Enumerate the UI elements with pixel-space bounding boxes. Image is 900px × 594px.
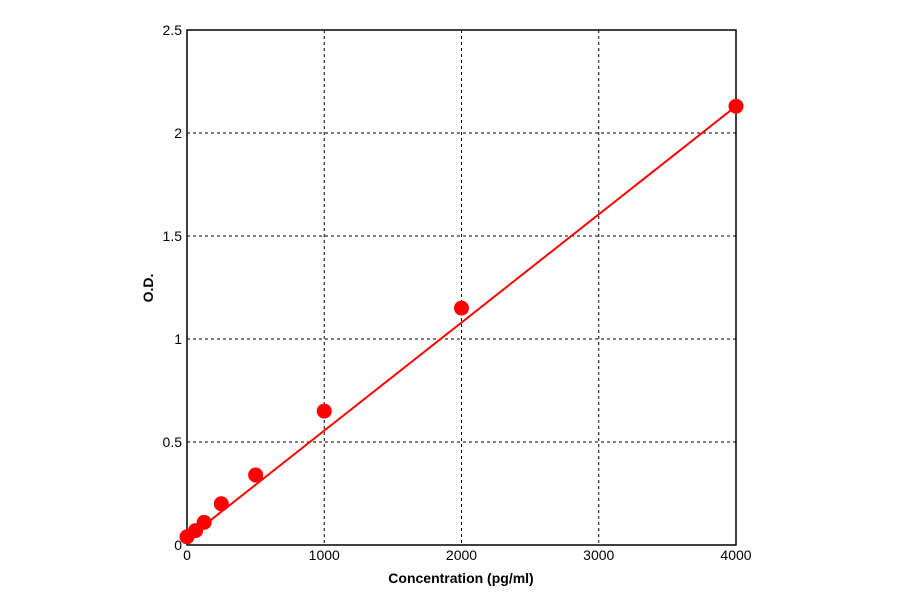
x-axis-label: Concentration (pg/ml) [388,570,533,586]
plot-frame [186,29,737,546]
data-point [248,467,264,483]
grid [187,30,736,545]
data-point [316,403,332,419]
fit-line [186,105,737,540]
y-tick-label: 2.5 [163,22,183,38]
data-point [728,98,744,114]
data-point [196,514,212,530]
y-tick-label: 0.5 [163,434,183,450]
data-point [213,496,229,512]
y-axis-label: O.D. [140,274,156,303]
x-tick-label: 1000 [309,547,340,563]
x-tick-label: 0 [183,547,191,563]
y-tick-label: 0 [174,537,182,553]
x-tick-label: 4000 [720,547,751,563]
x-tick-label: 2000 [446,547,477,563]
y-tick-label: 1 [174,331,182,347]
y-tick-label: 1.5 [163,228,183,244]
x-tick-label: 3000 [583,547,614,563]
y-tick-label: 2 [174,125,182,141]
data-point [454,300,469,316]
